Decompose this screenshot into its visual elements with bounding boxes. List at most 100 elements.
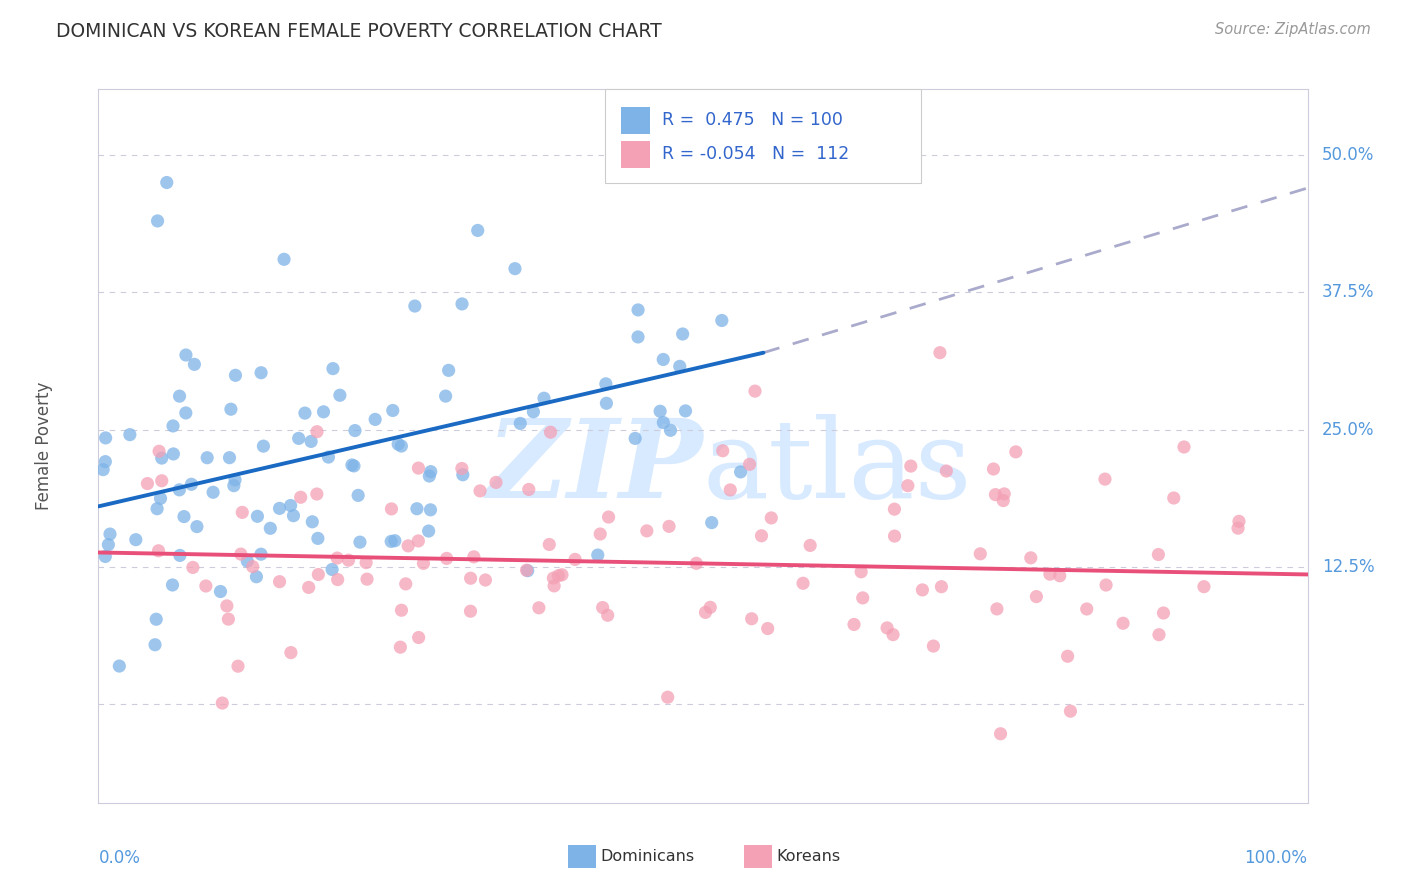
Point [418,524,440,538]
Point [900,459,922,474]
Point [799,538,821,552]
Point [269,574,291,589]
Point [180,477,202,491]
Point [418,469,440,483]
Point [931,580,953,594]
Text: Female Poverty: Female Poverty [35,382,53,510]
Point [347,488,370,502]
Text: 50.0%: 50.0% [1322,146,1375,164]
Text: Source: ZipAtlas.com: Source: ZipAtlas.com [1215,22,1371,37]
Point [298,581,321,595]
Point [1173,440,1195,454]
Point [730,465,752,479]
Point [876,621,898,635]
Point [668,359,690,374]
Point [595,376,617,391]
Point [627,302,650,317]
Point [349,535,371,549]
Point [883,502,905,516]
Point [219,402,242,417]
Point [211,696,233,710]
Point [675,404,697,418]
Point [148,543,170,558]
Point [250,366,273,380]
Point [551,567,574,582]
Point [983,462,1005,476]
Point [710,313,733,327]
Point [929,345,952,359]
Point [94,431,117,445]
Point [792,576,814,591]
Point [503,261,526,276]
Point [406,501,429,516]
Point [1019,550,1042,565]
Point [882,627,904,641]
Point [1056,649,1078,664]
Point [700,516,723,530]
Point [1059,704,1081,718]
Point [97,538,120,552]
Point [761,511,783,525]
Point [1076,602,1098,616]
Point [474,573,496,587]
Point [91,463,114,477]
Point [231,505,253,519]
Point [312,405,335,419]
Point [387,437,409,451]
Point [408,631,430,645]
Point [1039,567,1062,582]
Point [756,622,779,636]
Point [395,577,418,591]
Text: 0.0%: 0.0% [98,849,141,867]
Point [408,461,430,475]
Point [517,483,540,497]
Point [751,529,773,543]
Point [94,549,117,564]
Point [326,551,349,566]
Point [343,458,366,473]
Point [436,551,458,566]
Point [699,600,721,615]
Point [516,563,538,577]
Text: ZIP: ZIP [486,414,703,521]
Point [404,299,426,313]
Point [564,552,586,566]
Point [108,659,131,673]
Point [1192,580,1215,594]
Point [538,537,561,551]
Point [322,361,344,376]
Point [627,330,650,344]
Point [146,214,169,228]
Point [1147,628,1170,642]
Point [389,439,412,453]
Point [897,478,920,492]
Point [226,659,249,673]
Text: 25.0%: 25.0% [1322,420,1375,439]
Point [94,455,117,469]
Point [1049,568,1071,582]
Point [1025,590,1047,604]
Point [468,483,491,498]
Point [1004,445,1026,459]
Point [984,488,1007,502]
Point [173,509,195,524]
Point [592,600,614,615]
Point [408,533,430,548]
Point [450,461,472,475]
Point [146,501,169,516]
Point [624,431,647,445]
Point [586,548,609,562]
Point [273,252,295,267]
Text: Dominicans: Dominicans [600,849,695,863]
Point [148,444,170,458]
Point [280,646,302,660]
Point [287,431,309,445]
Point [636,524,658,538]
Point [527,600,550,615]
Text: 100.0%: 100.0% [1244,849,1308,867]
Point [162,419,184,434]
Point [463,549,485,564]
Point [391,603,413,617]
Point [935,464,957,478]
Point [596,608,619,623]
